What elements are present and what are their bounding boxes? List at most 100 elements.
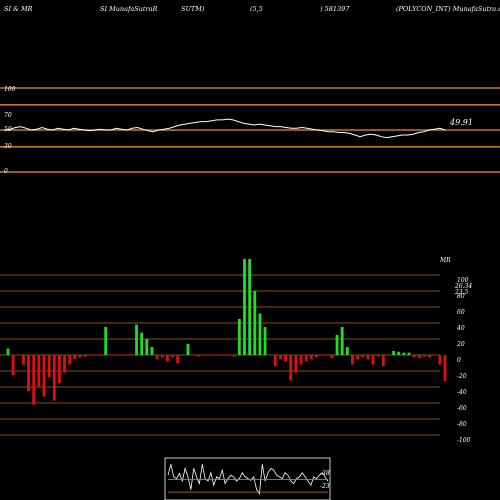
rsi-series-line [4,118,446,139]
mr-bar [232,355,236,357]
mr-tick-label: -60 [457,405,467,412]
mr-bar [186,343,190,355]
mr-bar [37,355,41,387]
mr-bar [243,259,246,355]
mr-bar [330,355,334,359]
rsi-tick-label: 100 [4,86,16,93]
mr-bar [16,354,20,356]
mr-bar [397,351,401,355]
mr-bar [217,354,221,356]
mr-tick-labels: 100 80 60 40 20 0 -20 -40 -60 -80 -100 [456,277,471,444]
mr-bar [273,355,277,367]
header-item-symbol: (POLYCON_INT) MunafaSutra.com [396,5,500,13]
mr-bar [145,339,149,355]
header-item-munafasutra-r: SI MunafaSutraR [100,5,158,13]
mr-bar [207,354,210,356]
mr-bar [222,354,226,356]
mr-bar [417,355,421,359]
rsi-tick-label: 70 [4,112,12,119]
mr-bar [315,355,318,358]
mr-bar [279,355,282,359]
mr-bar [371,355,375,365]
mr-bar [309,355,313,359]
mr-bar [109,354,113,356]
mr-bar [73,355,77,359]
mr-bar [320,354,324,356]
mr-bar [150,347,154,355]
mr-bar [176,355,180,363]
mini-series-line [167,464,329,495]
mr-bar [294,355,298,373]
mr-bar [191,354,195,356]
mr-tick-label: -80 [457,421,467,428]
mr-bar [263,327,267,355]
mr-bar [196,355,200,357]
mini-tick-label-1: -38 [320,470,330,477]
mini-tick-label-2: -23 [320,483,330,490]
mr-bar [345,347,349,355]
mr-bar [284,355,288,362]
mr-bar [58,355,61,383]
mr-bar [124,354,128,356]
mr-bar [258,313,262,355]
mr-bar [11,355,15,375]
mr-bar [160,355,164,358]
mr-bar [99,354,102,356]
mr-bar [361,355,365,358]
mr-bar [212,354,216,356]
mr-bar [248,259,252,355]
mr-bar [6,348,10,355]
rsi-current-value-label: 49.91 [449,118,473,127]
mr-bar [27,355,30,391]
mr-bar [63,355,66,373]
mr-bar [140,332,144,355]
mr-bar [165,355,169,362]
mr-bar [181,354,185,356]
mr-bar [304,355,308,362]
mr-bar [253,291,257,355]
mr-bars [6,259,447,405]
mr-bar [289,355,293,381]
mr-bar [381,355,385,367]
mr-bar [47,355,51,378]
mr-bar [88,354,92,356]
mr-bar [376,355,380,357]
mr-bar [443,355,447,382]
mini-panel: -38 -23 [164,457,331,500]
header: SI & MR SI MunafaSutraR SUTM) (5,5 ) 581… [4,5,500,13]
mr-bar [428,355,431,358]
mr-value-label-2: 23.5 [454,289,469,296]
mr-bar [94,354,97,356]
mr-value-label-1: 26.34 [454,283,472,290]
mr-bar [52,355,56,401]
mr-bar [104,327,108,355]
rsi-tick-label: 30 [4,143,12,150]
mr-tick-label: -20 [457,373,467,380]
mr-tick-label: 80 [457,293,465,300]
mr-bar [433,354,437,356]
mr-bar [114,354,118,356]
mr-bar [402,352,406,355]
mr-tick-label: 60 [457,309,465,316]
mr-bar [356,355,359,359]
rsi-tick-label: 0 [4,168,8,175]
mr-bar [299,355,303,365]
mr-tick-label: 100 [457,277,469,284]
mr-bar [392,351,395,355]
mr-bar [129,354,133,356]
mr-bar [351,355,354,365]
mr-bar [340,327,344,355]
mr-bar [438,355,442,365]
mr-bar [387,354,390,356]
mr-title: MR [439,257,451,264]
mr-tick-label: -40 [457,389,467,396]
mr-bar [423,355,426,357]
mr-bar [68,355,72,365]
mr-tick-label: 0 [457,357,461,364]
mr-bar [78,355,82,358]
mr-bar [201,354,205,356]
mr-bar [32,355,36,405]
mini-panel-frame [164,457,331,500]
